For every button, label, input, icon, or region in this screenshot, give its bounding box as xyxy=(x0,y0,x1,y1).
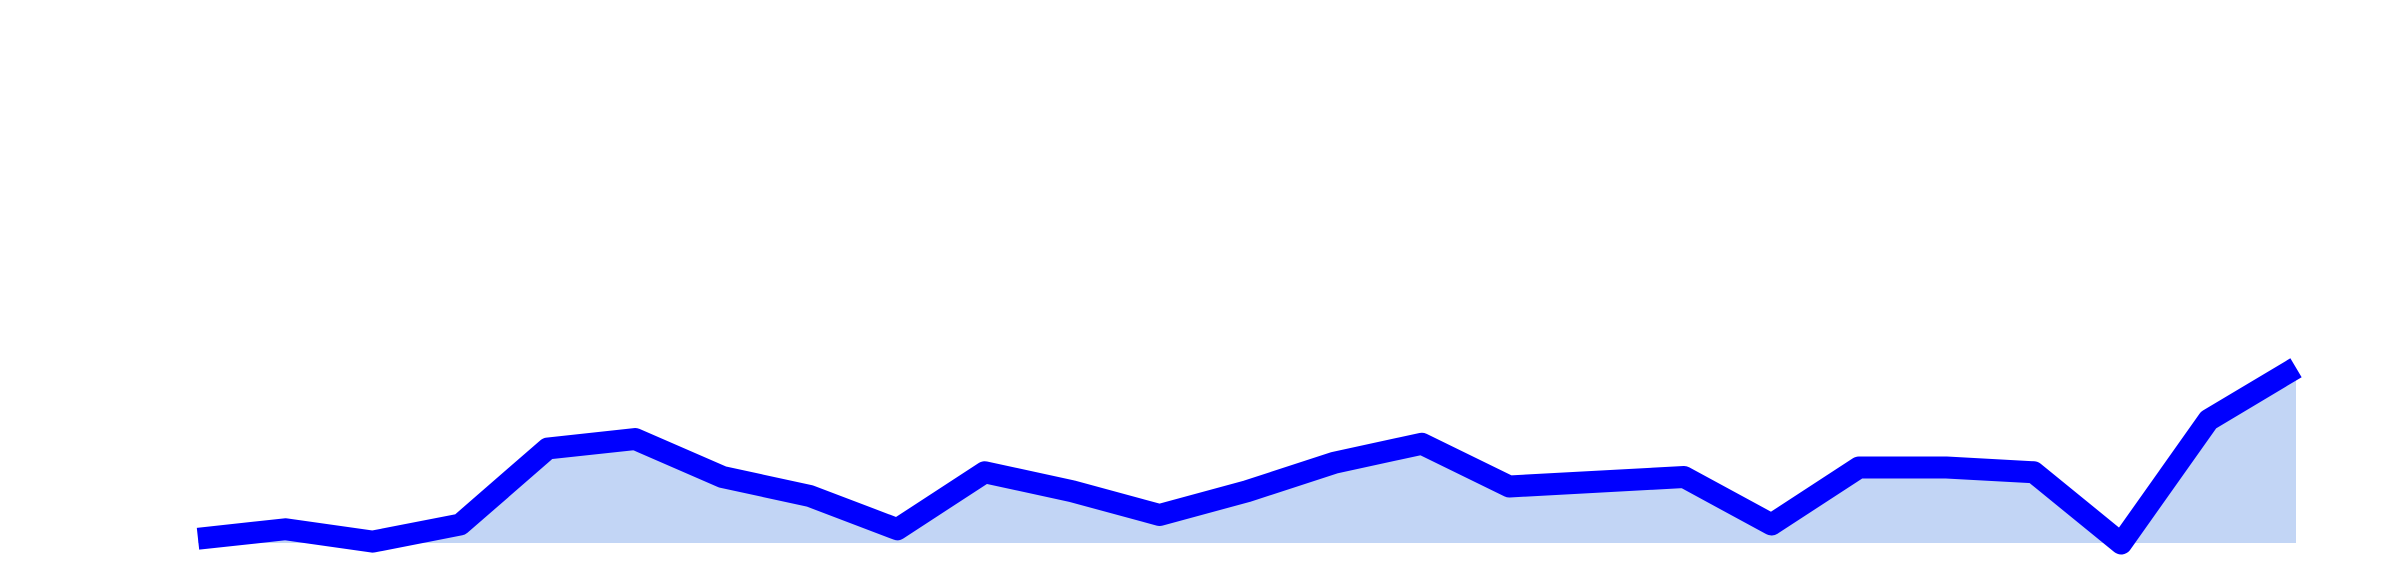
area-fill-layer xyxy=(198,367,2296,544)
series-line xyxy=(196,358,2302,555)
series-line-layer xyxy=(196,358,2302,555)
series-area-fill xyxy=(198,367,2296,544)
